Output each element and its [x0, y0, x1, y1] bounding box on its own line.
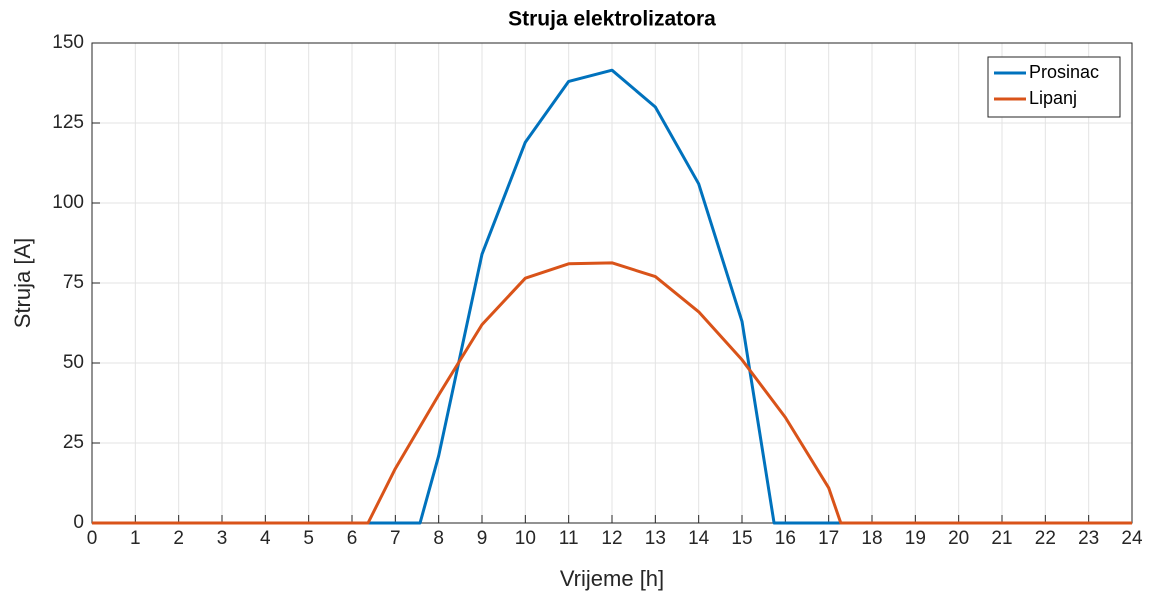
- x-tick-label: 17: [818, 528, 839, 549]
- x-tick-label: 22: [1035, 528, 1056, 549]
- x-tick-label: 2: [173, 528, 184, 549]
- x-tick-label: 5: [303, 528, 314, 549]
- x-tick-label: 6: [347, 528, 358, 549]
- x-tick-label: 9: [477, 528, 488, 549]
- y-tick-label: 25: [63, 432, 84, 453]
- y-tick-label: 150: [52, 32, 84, 53]
- x-tick-label: 23: [1078, 528, 1099, 549]
- line-series: [92, 261, 1132, 525]
- x-tick-label: 24: [1121, 528, 1143, 549]
- x-tick-label: 21: [991, 528, 1012, 549]
- y-tick-label: 50: [63, 352, 84, 373]
- legend-box: [987, 56, 1121, 118]
- x-tick-label: 3: [217, 528, 228, 549]
- legend-label: Prosinac: [1029, 62, 1099, 82]
- y-axis-label: Struja [A]: [10, 238, 35, 328]
- x-tick-label: 14: [688, 528, 710, 549]
- x-axis-label: Vrijeme [h]: [560, 566, 664, 591]
- x-tick-label: 11: [559, 528, 579, 549]
- x-tick-label: 13: [645, 528, 666, 549]
- y-tick-label: 125: [52, 112, 84, 133]
- chart-title: Struja elektrolizatora: [508, 8, 716, 31]
- x-tick-label: 20: [948, 528, 969, 549]
- x-tick-label: 4: [260, 528, 271, 549]
- axes-box: [91, 42, 1133, 524]
- y-tick-label: 0: [73, 512, 84, 533]
- x-tick-label: 15: [731, 528, 752, 549]
- x-tick-label: 18: [861, 528, 882, 549]
- x-tick-label: 1: [130, 528, 141, 549]
- x-tick-label: 16: [775, 528, 796, 549]
- legend-label: Lipanj: [1029, 88, 1077, 108]
- y-tick-label: 75: [63, 272, 84, 293]
- x-tick-label: 7: [390, 528, 401, 549]
- y-tick-label: 100: [52, 192, 84, 213]
- x-tick-label: 19: [905, 528, 926, 549]
- x-tick-label: 0: [87, 528, 98, 549]
- x-tick-label: 8: [433, 528, 444, 549]
- x-tick-label: 12: [601, 528, 622, 549]
- x-tick-label: 10: [515, 528, 536, 549]
